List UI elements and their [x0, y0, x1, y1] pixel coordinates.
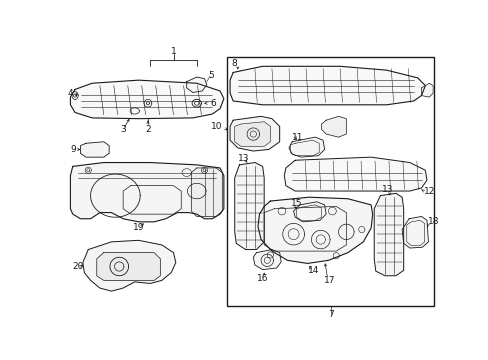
Polygon shape [191, 168, 222, 216]
Text: 7: 7 [327, 310, 333, 319]
Polygon shape [230, 66, 425, 105]
Polygon shape [234, 122, 270, 147]
Text: 12: 12 [423, 186, 434, 195]
Text: 19: 19 [133, 224, 144, 233]
Polygon shape [70, 80, 224, 119]
Text: 11: 11 [291, 132, 303, 141]
Polygon shape [234, 163, 264, 249]
Polygon shape [373, 193, 403, 276]
Polygon shape [401, 216, 427, 248]
Polygon shape [186, 77, 206, 93]
Text: 17: 17 [323, 276, 334, 285]
Text: 16: 16 [256, 274, 268, 283]
Text: 5: 5 [208, 71, 214, 80]
Text: 2: 2 [145, 125, 150, 134]
Text: 10: 10 [210, 122, 222, 131]
Polygon shape [421, 83, 432, 97]
Text: 6: 6 [210, 99, 216, 108]
Bar [226, 57, 433, 306]
Polygon shape [253, 249, 281, 270]
Polygon shape [97, 253, 160, 280]
Polygon shape [258, 197, 372, 264]
Text: 13: 13 [382, 185, 393, 194]
Polygon shape [293, 202, 325, 222]
Polygon shape [288, 137, 324, 157]
Text: 20: 20 [72, 262, 83, 271]
Text: 8: 8 [231, 59, 237, 68]
Polygon shape [81, 142, 109, 157]
Polygon shape [321, 116, 346, 137]
Text: 3: 3 [120, 125, 126, 134]
Text: 1: 1 [170, 47, 176, 56]
Text: 4: 4 [67, 89, 73, 98]
Text: 13: 13 [238, 154, 249, 163]
Polygon shape [230, 116, 279, 151]
Polygon shape [284, 157, 426, 191]
Text: 9: 9 [70, 145, 76, 154]
Text: 14: 14 [307, 266, 319, 275]
Text: 18: 18 [427, 217, 438, 226]
Polygon shape [82, 240, 176, 291]
Text: 15: 15 [290, 199, 302, 208]
Polygon shape [70, 163, 224, 222]
